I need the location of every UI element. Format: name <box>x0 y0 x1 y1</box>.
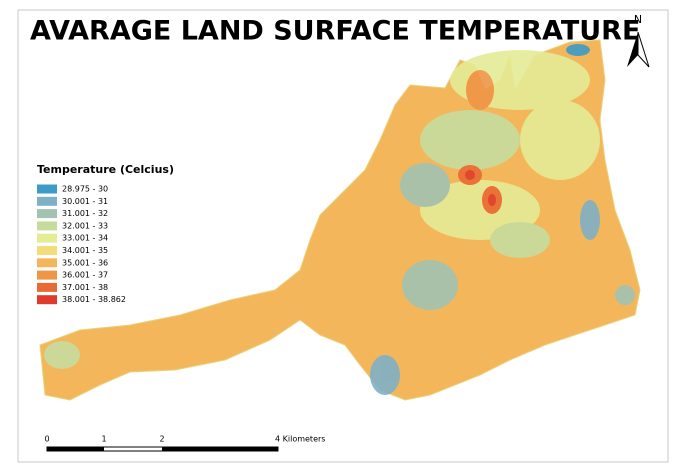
legend-swatch <box>37 196 57 206</box>
scale-label: 4 Kilometers <box>275 435 325 444</box>
study-area <box>39 39 641 401</box>
legend-swatch <box>37 233 57 243</box>
legend-swatch <box>37 209 57 219</box>
legend-label: 38.001 - 38.862 <box>62 295 126 304</box>
legend-label: 28.975 - 30 <box>62 185 108 194</box>
legend-title: Temperature (Celcius) <box>37 163 174 176</box>
legend-swatch <box>37 221 57 231</box>
scale-label: 2 <box>159 435 164 444</box>
legend-swatch <box>37 295 57 305</box>
legend-label: 30.001 - 31 <box>62 197 108 206</box>
scale-label: 1 <box>101 435 106 444</box>
north-label: N <box>634 13 642 26</box>
legend-swatch <box>37 184 57 194</box>
legend-label: 33.001 - 34 <box>62 234 108 243</box>
legend: 28.975 - 30 30.001 - 31 31.001 - 32 32.001 … <box>37 184 126 305</box>
legend-swatch <box>37 258 57 268</box>
map-title: AVARAGE LAND SURFACE TEMPERATURE <box>30 16 640 47</box>
legend-swatch <box>37 246 57 255</box>
north-arrow: N <box>627 13 650 68</box>
legend-label: 31.001 - 32 <box>62 209 108 218</box>
scale-label: 0 <box>44 435 49 444</box>
legend-label: 35.001 - 36 <box>62 258 108 267</box>
legend-label: 32.001 - 33 <box>62 221 108 230</box>
legend-label: 34.001 - 35 <box>62 246 108 255</box>
scale-bar: 0 1 2 4 Kilometers <box>44 435 325 452</box>
legend-swatch <box>37 282 57 292</box>
legend-label: 36.001 - 37 <box>62 271 108 280</box>
legend-label: 37.001 - 38 <box>62 283 108 292</box>
legend-swatch <box>37 270 57 280</box>
